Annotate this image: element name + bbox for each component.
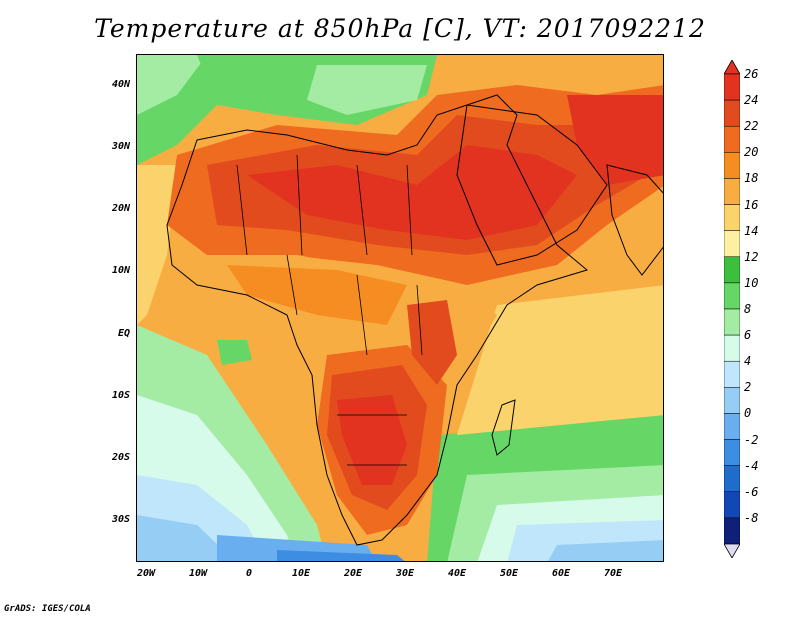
lat-tick-20n: 20N — [111, 203, 130, 214]
colorbar-label: -8 — [744, 510, 759, 525]
lon-tick-0: 0 — [245, 568, 253, 579]
lat-tick-10s: 10S — [111, 390, 130, 401]
lon-tick-20e: 20E — [343, 568, 363, 579]
colorbar-label: 16 — [744, 197, 759, 212]
lat-tick-30n: 30N — [111, 141, 130, 152]
colorbar-swatch — [724, 413, 740, 440]
colorbar-label: 2 — [744, 380, 752, 395]
temperature-map — [136, 54, 664, 562]
temperature-field — [137, 55, 663, 561]
colorbar-swatch — [724, 439, 740, 466]
colorbar-label: 6 — [744, 328, 752, 343]
lat-tick-10n: 10N — [111, 265, 130, 276]
lon-tick-50e: 50E — [499, 568, 519, 579]
colorbar-label: 8 — [744, 302, 752, 316]
lat-tick-30s: 30S — [111, 514, 130, 525]
colorbar-max-arrow — [724, 60, 740, 75]
colorbar-swatch — [724, 99, 740, 127]
lon-tick-30e: 30E — [395, 568, 415, 579]
colorbar-label: 22 — [744, 119, 759, 134]
colorbar-swatch — [724, 204, 740, 231]
colorbar-swatch — [724, 491, 740, 519]
colorbar-label: 10 — [744, 275, 759, 290]
colorbar-label: -4 — [744, 458, 759, 473]
colorbar-swatch — [724, 308, 740, 336]
colorbar-swatch — [724, 230, 740, 258]
colorbar-swatch — [724, 517, 740, 545]
colorbar-label: 14 — [744, 223, 759, 238]
colorbar-min-arrow — [724, 543, 740, 558]
colorbar-label: 18 — [744, 171, 759, 186]
lon-tick-10w: 10W — [188, 568, 208, 579]
colorbar-swatch — [724, 178, 740, 205]
grads-credit: GrADS: IGES/COLA — [4, 604, 91, 614]
lon-tick-20w: 20W — [136, 568, 156, 579]
colorbar-swatch — [724, 152, 740, 179]
colorbar-swatch — [724, 465, 740, 493]
colorbar-label: -2 — [744, 432, 759, 447]
lat-tick-20s: 20S — [111, 452, 130, 463]
colorbar-swatch — [724, 334, 740, 362]
colorbar-label: 0 — [744, 406, 752, 421]
lon-tick-10e: 10E — [291, 568, 311, 579]
lat-tick-40n: 40N — [111, 79, 130, 90]
colorbar-swatch — [724, 125, 740, 153]
colorbar — [724, 60, 740, 558]
lon-tick-70e: 70E — [603, 568, 623, 579]
lon-tick-60e: 60E — [551, 568, 571, 579]
colorbar-label: 4 — [744, 354, 752, 369]
colorbar-swatch — [724, 282, 740, 310]
lat-tick-eq: EQ — [117, 328, 130, 339]
colorbar-swatch — [724, 360, 740, 388]
colorbar-label: -6 — [744, 484, 759, 499]
colorbar-swatch — [724, 256, 740, 284]
colorbar-swatch — [724, 73, 740, 101]
colorbar-label: 26 — [744, 67, 759, 81]
colorbar-label: 12 — [744, 249, 759, 264]
map-title: Temperature at 850hPa [C], VT: 201709221… — [94, 14, 706, 43]
lon-tick-40e: 40E — [447, 568, 467, 579]
colorbar-label: 24 — [744, 93, 759, 108]
colorbar-label: 20 — [744, 145, 759, 160]
colorbar-swatch — [724, 387, 740, 414]
